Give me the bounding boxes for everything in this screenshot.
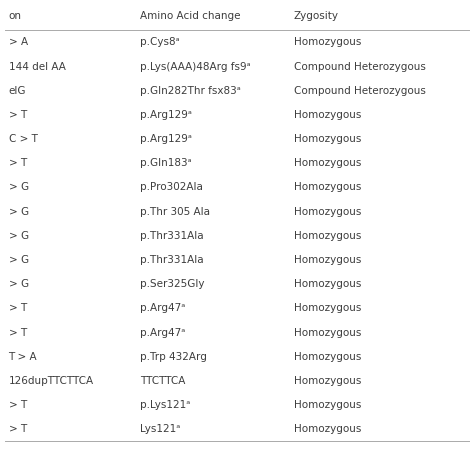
Text: p.Gln183ᵃ: p.Gln183ᵃ <box>140 158 191 168</box>
Text: p.Arg129ᵃ: p.Arg129ᵃ <box>140 134 191 144</box>
Text: Homozygous: Homozygous <box>294 376 361 386</box>
Text: p.Lys(AAA)48Arg fs9ᵃ: p.Lys(AAA)48Arg fs9ᵃ <box>140 62 250 72</box>
Text: p.Arg47ᵃ: p.Arg47ᵃ <box>140 303 185 313</box>
Text: Homozygous: Homozygous <box>294 328 361 337</box>
Text: p.Arg47ᵃ: p.Arg47ᵃ <box>140 328 185 337</box>
Text: > G: > G <box>9 182 28 192</box>
Text: p.Trp 432Arg: p.Trp 432Arg <box>140 352 207 362</box>
Text: Homozygous: Homozygous <box>294 400 361 410</box>
Text: > A: > A <box>9 37 27 47</box>
Text: on: on <box>9 11 21 21</box>
Text: Amino Acid change: Amino Acid change <box>140 11 240 21</box>
Text: Homozygous: Homozygous <box>294 207 361 217</box>
Text: T > A: T > A <box>9 352 37 362</box>
Text: > T: > T <box>9 424 27 434</box>
Text: elG: elG <box>9 86 26 96</box>
Text: Homozygous: Homozygous <box>294 158 361 168</box>
Text: Homozygous: Homozygous <box>294 352 361 362</box>
Text: Compound Heterozygous: Compound Heterozygous <box>294 86 426 96</box>
Text: > T: > T <box>9 158 27 168</box>
Text: Homozygous: Homozygous <box>294 37 361 47</box>
Text: > T: > T <box>9 110 27 120</box>
Text: > T: > T <box>9 303 27 313</box>
Text: > G: > G <box>9 255 28 265</box>
Text: TTCTTCA: TTCTTCA <box>140 376 185 386</box>
Text: Homozygous: Homozygous <box>294 182 361 192</box>
Text: 144 del AA: 144 del AA <box>9 62 65 72</box>
Text: > T: > T <box>9 400 27 410</box>
Text: Homozygous: Homozygous <box>294 255 361 265</box>
Text: > T: > T <box>9 328 27 337</box>
Text: Homozygous: Homozygous <box>294 231 361 241</box>
Text: > G: > G <box>9 231 28 241</box>
Text: 126dupTTCTTCA: 126dupTTCTTCA <box>9 376 94 386</box>
Text: p.Cys8ᵃ: p.Cys8ᵃ <box>140 37 180 47</box>
Text: p.Thr331Ala: p.Thr331Ala <box>140 231 203 241</box>
Text: p.Lys121ᵃ: p.Lys121ᵃ <box>140 400 190 410</box>
Text: p.Ser325Gly: p.Ser325Gly <box>140 279 204 289</box>
Text: p.Thr331Ala: p.Thr331Ala <box>140 255 203 265</box>
Text: p.Pro302Ala: p.Pro302Ala <box>140 182 203 192</box>
Text: Homozygous: Homozygous <box>294 279 361 289</box>
Text: Homozygous: Homozygous <box>294 110 361 120</box>
Text: Homozygous: Homozygous <box>294 424 361 434</box>
Text: Zygosity: Zygosity <box>294 11 339 21</box>
Text: > G: > G <box>9 207 28 217</box>
Text: Homozygous: Homozygous <box>294 303 361 313</box>
Text: Compound Heterozygous: Compound Heterozygous <box>294 62 426 72</box>
Text: Homozygous: Homozygous <box>294 134 361 144</box>
Text: p.Thr 305 Ala: p.Thr 305 Ala <box>140 207 210 217</box>
Text: Lys121ᵃ: Lys121ᵃ <box>140 424 180 434</box>
Text: > G: > G <box>9 279 28 289</box>
Text: C > T: C > T <box>9 134 37 144</box>
Text: p.Gln282Thr fsx83ᵃ: p.Gln282Thr fsx83ᵃ <box>140 86 241 96</box>
Text: p.Arg129ᵃ: p.Arg129ᵃ <box>140 110 191 120</box>
